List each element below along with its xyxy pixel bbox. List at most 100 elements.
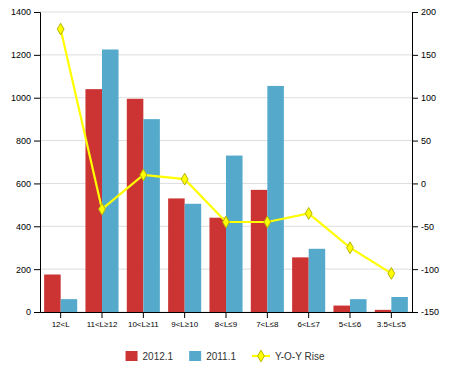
- grid-line: [40, 54, 412, 55]
- tick-label: 200: [16, 265, 31, 275]
- marker: [305, 208, 312, 220]
- tick: 7<L≤8: [256, 312, 279, 329]
- tick-mark: [412, 141, 418, 142]
- tick-label: 8<L≤9: [215, 320, 238, 329]
- tick-mark: [350, 312, 351, 318]
- bar: [226, 156, 243, 312]
- bar: [292, 257, 309, 312]
- tick-mark: [412, 98, 418, 99]
- bar: [350, 299, 367, 312]
- tick-label: 9<L≥10: [171, 320, 198, 329]
- bar: [333, 306, 350, 312]
- bar-series: [44, 89, 391, 312]
- tick-label: 400: [16, 222, 31, 232]
- tick-mark: [308, 312, 309, 318]
- tick-mark: [102, 312, 103, 318]
- tick-label: 0: [26, 307, 31, 317]
- tick: 150: [412, 50, 436, 60]
- bar: [391, 297, 408, 312]
- tick-label: -50: [421, 222, 434, 232]
- tick: -150: [412, 307, 439, 317]
- tick: 0: [412, 179, 426, 189]
- legend-marker: [258, 350, 265, 362]
- tick-label: 150: [421, 50, 436, 60]
- tick: 0: [26, 307, 40, 317]
- tick-label: 50: [421, 136, 431, 146]
- tick-label: 3.5<L≤5: [377, 320, 407, 329]
- grid-line: [40, 12, 412, 13]
- tick: 3.5<L≤5: [377, 312, 407, 329]
- legend-item: Y-O-Y Rise: [252, 350, 325, 362]
- tick-label: 6<L≤7: [297, 320, 320, 329]
- tick-label: 0: [421, 179, 426, 189]
- tick-mark: [34, 55, 40, 56]
- marker: [264, 216, 271, 228]
- tick: 200: [16, 265, 40, 275]
- tick-mark: [34, 269, 40, 270]
- tick-label: 1200: [11, 50, 31, 60]
- marker: [347, 242, 354, 254]
- tick-label: 1400: [11, 7, 31, 17]
- tick-mark: [34, 141, 40, 142]
- tick-label: 800: [16, 136, 31, 146]
- marker: [57, 23, 64, 35]
- tick-mark: [34, 226, 40, 227]
- tick: 1000: [11, 93, 40, 103]
- tick-mark: [412, 226, 418, 227]
- tick: 800: [16, 136, 40, 146]
- tick: -50: [412, 222, 434, 232]
- tick: -100: [412, 265, 439, 275]
- tick-label: 5<L≤6: [339, 320, 362, 329]
- tick-mark: [34, 312, 40, 313]
- tick-mark: [412, 12, 418, 13]
- tick-label: 1000: [11, 93, 31, 103]
- tick: 1200: [11, 50, 40, 60]
- tick-mark: [412, 269, 418, 270]
- grid: [40, 12, 412, 312]
- tick-label: 12<L: [52, 320, 71, 329]
- tick-mark: [412, 183, 418, 184]
- tick-mark: [391, 312, 392, 318]
- marker: [223, 216, 230, 228]
- tick: 50: [412, 136, 431, 146]
- legend: 2012.12011.1Y-O-Y Rise: [126, 350, 325, 362]
- tick-mark: [267, 312, 268, 318]
- tick-label: -100: [421, 265, 439, 275]
- tick: 12<L: [52, 312, 71, 329]
- bar: [44, 275, 61, 313]
- bar-series: [61, 50, 408, 313]
- legend-item: 2012.1: [126, 351, 174, 362]
- y-axis: 0 200 400 600 800 1000 1200 1400: [11, 7, 41, 317]
- tick-mark: [60, 312, 61, 318]
- marker: [181, 173, 188, 185]
- tick-mark: [184, 312, 185, 318]
- tick-mark: [412, 312, 418, 313]
- tick-mark: [34, 98, 40, 99]
- tick: 1400: [11, 7, 40, 17]
- bar: [309, 249, 326, 312]
- axis-line: [413, 13, 419, 313]
- marks: [44, 23, 408, 312]
- tick-label: 600: [16, 179, 31, 189]
- tick-mark: [143, 312, 144, 318]
- marker: [140, 169, 147, 181]
- tick-label: 7<L≤8: [256, 320, 279, 329]
- tick: 10<L≥11: [128, 312, 159, 329]
- tick-label: 100: [421, 93, 436, 103]
- tick-mark: [34, 12, 40, 13]
- tick-mark: [34, 183, 40, 184]
- bar: [143, 119, 160, 312]
- tick-label: -150: [421, 307, 439, 317]
- tick-label: 11<L≥12: [87, 320, 118, 329]
- tick: 5<L≤6: [339, 312, 362, 329]
- x-axis: 12<L 11<L≥12 10<L≥11 9<L≥10 8<L≤9 7<L≤8 6<L≤7 5…: [41, 312, 413, 329]
- tick: 9<L≥10: [171, 312, 198, 329]
- bar: [375, 310, 392, 312]
- chart: 12<L 11<L≥12 10<L≥11 9<L≥10 8<L≤9 7<L≤8 6<L≤7 5…: [0, 0, 450, 370]
- marker: [99, 203, 106, 215]
- tick: 11<L≥12: [87, 312, 118, 329]
- bar: [168, 198, 185, 312]
- bar: [209, 218, 226, 312]
- tick-label: 200: [421, 7, 436, 17]
- line: [61, 29, 392, 273]
